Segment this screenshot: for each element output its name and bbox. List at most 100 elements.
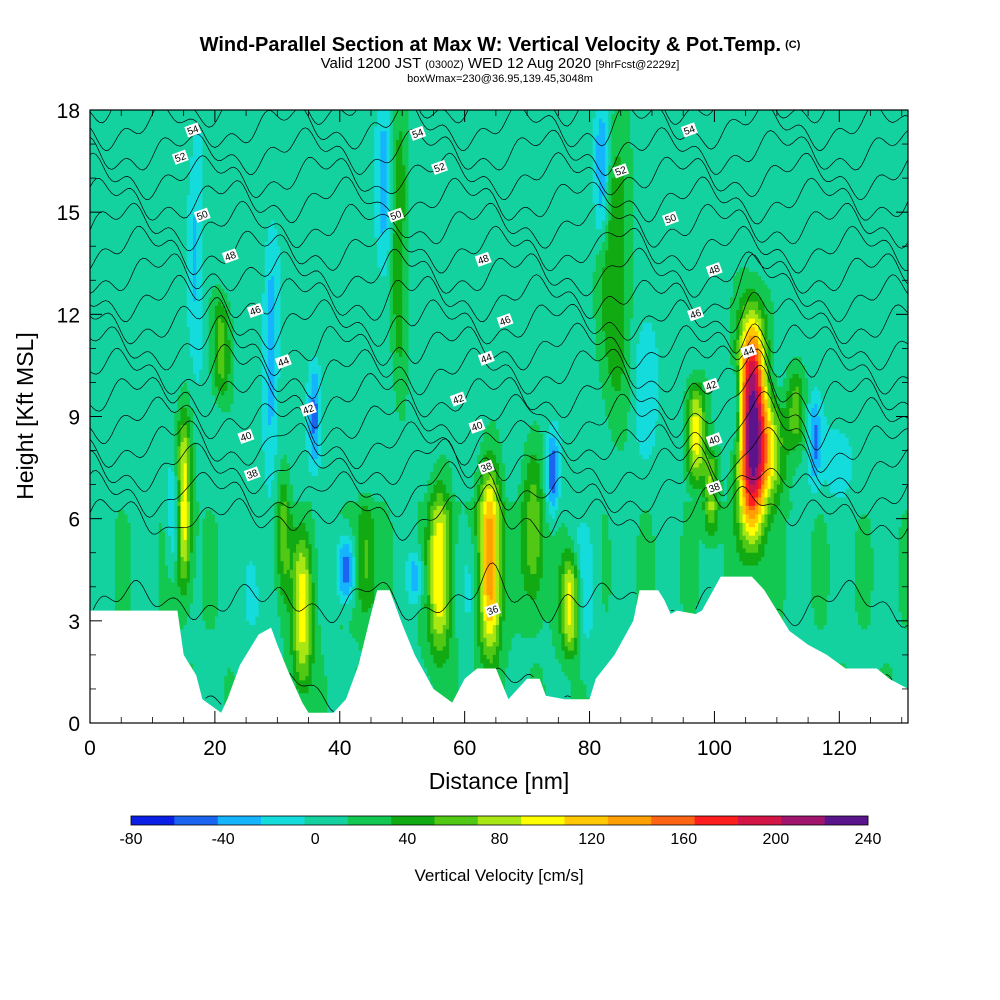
- velocity-cell: [193, 250, 197, 256]
- velocity-cell: [505, 522, 522, 528]
- velocity-cell: [542, 527, 550, 533]
- velocity-cell: [502, 574, 506, 579]
- velocity-cell: [424, 548, 428, 554]
- velocity-cell: [392, 263, 403, 269]
- velocity-cell: [733, 497, 737, 503]
- velocity-cell: [445, 501, 453, 507]
- velocity-cell: [355, 556, 360, 562]
- velocity-cell: [630, 127, 908, 132]
- velocity-cell: [723, 488, 728, 494]
- velocity-cell: [177, 446, 182, 452]
- velocity-cell: [292, 556, 300, 562]
- velocity-cell: [539, 467, 544, 473]
- velocity-cell: [377, 254, 388, 260]
- velocity-cell: [433, 488, 447, 494]
- velocity-cell: [274, 344, 282, 349]
- velocity-cell: [767, 322, 775, 328]
- velocity-cell: [523, 578, 541, 584]
- velocity-cell: [739, 450, 744, 456]
- velocity-cell: [321, 407, 397, 413]
- velocity-cell: [158, 608, 191, 613]
- velocity-cell: [193, 254, 197, 260]
- velocity-cell: [499, 552, 503, 558]
- velocity-cell: [186, 501, 191, 507]
- velocity-cell: [374, 233, 391, 239]
- velocity-cell: [430, 514, 435, 520]
- velocity-cell: [114, 522, 132, 528]
- velocity-cell: [311, 437, 319, 443]
- velocity-cell: [277, 446, 307, 452]
- velocity-cell: [492, 574, 497, 579]
- velocity-cell: [483, 561, 488, 567]
- velocity-cell: [193, 535, 197, 541]
- velocity-cell: [364, 548, 369, 554]
- velocity-cell: [558, 569, 566, 575]
- velocity-cell: [392, 241, 403, 247]
- velocity-cell: [714, 459, 719, 464]
- velocity-cell: [558, 463, 563, 469]
- velocity-cell: [692, 497, 706, 503]
- velocity-cell: [442, 544, 447, 550]
- velocity-cell: [445, 599, 450, 605]
- velocity-cell: [595, 224, 603, 230]
- velocity-cell: [274, 386, 278, 392]
- velocity-cell: [449, 582, 453, 588]
- velocity-cell: [705, 407, 712, 413]
- velocity-cell: [717, 463, 722, 469]
- velocity-cell: [786, 395, 794, 401]
- velocity-cell: [739, 399, 744, 405]
- velocity-cell: [311, 599, 316, 605]
- velocity-cell: [730, 459, 734, 464]
- velocity-cell: [386, 190, 391, 196]
- velocity-cell: [636, 395, 659, 401]
- velocity-cell: [730, 331, 737, 337]
- velocity-cell: [180, 514, 188, 520]
- velocity-cell: [196, 463, 266, 469]
- velocity-cell: [199, 501, 275, 507]
- velocity-cell: [623, 276, 634, 281]
- velocity-cell: [733, 344, 737, 349]
- velocity-cell: [367, 574, 375, 579]
- velocity-cell: [733, 446, 737, 452]
- velocity-cell: [202, 552, 219, 558]
- velocity-cell: [261, 373, 269, 379]
- velocity-cell: [748, 476, 759, 481]
- velocity-cell: [854, 569, 875, 575]
- velocity-cell: [452, 522, 460, 528]
- velocity-cell: [767, 463, 772, 469]
- velocity-cell: [767, 514, 775, 520]
- velocity-cell: [274, 539, 278, 545]
- velocity-cell: [739, 433, 744, 439]
- velocity-cell: [764, 322, 769, 328]
- velocity-cell: [486, 425, 497, 430]
- velocity-cell: [495, 565, 500, 571]
- velocity-cell: [339, 556, 344, 562]
- velocity-cell: [214, 356, 219, 362]
- velocity-cell: [127, 518, 169, 524]
- velocity-cell: [714, 429, 737, 435]
- velocity-cell: [689, 416, 694, 422]
- velocity-cell: [630, 390, 637, 396]
- velocity-cell: [764, 403, 769, 409]
- velocity-cell: [180, 556, 185, 562]
- velocity-cell: [801, 416, 806, 422]
- velocity-cell: [130, 603, 160, 609]
- velocity-cell: [267, 420, 272, 426]
- velocity-cell: [595, 203, 600, 209]
- velocity-cell: [186, 518, 191, 524]
- velocity-cell: [377, 237, 391, 243]
- velocity-cell: [636, 369, 659, 375]
- velocity-cell: [246, 582, 257, 588]
- velocity-cell: [545, 488, 550, 494]
- velocity-cell: [445, 522, 450, 528]
- velocity-cell: [292, 484, 428, 490]
- velocity-cell: [389, 110, 394, 115]
- velocity-cell: [317, 446, 322, 452]
- velocity-cell: [233, 399, 263, 405]
- velocity-cell: [592, 569, 603, 575]
- velocity-cell: [392, 258, 403, 264]
- velocity-cell: [202, 139, 375, 145]
- velocity-cell: [733, 365, 737, 371]
- velocity-cell: [633, 203, 908, 209]
- velocity-cell: [90, 565, 116, 571]
